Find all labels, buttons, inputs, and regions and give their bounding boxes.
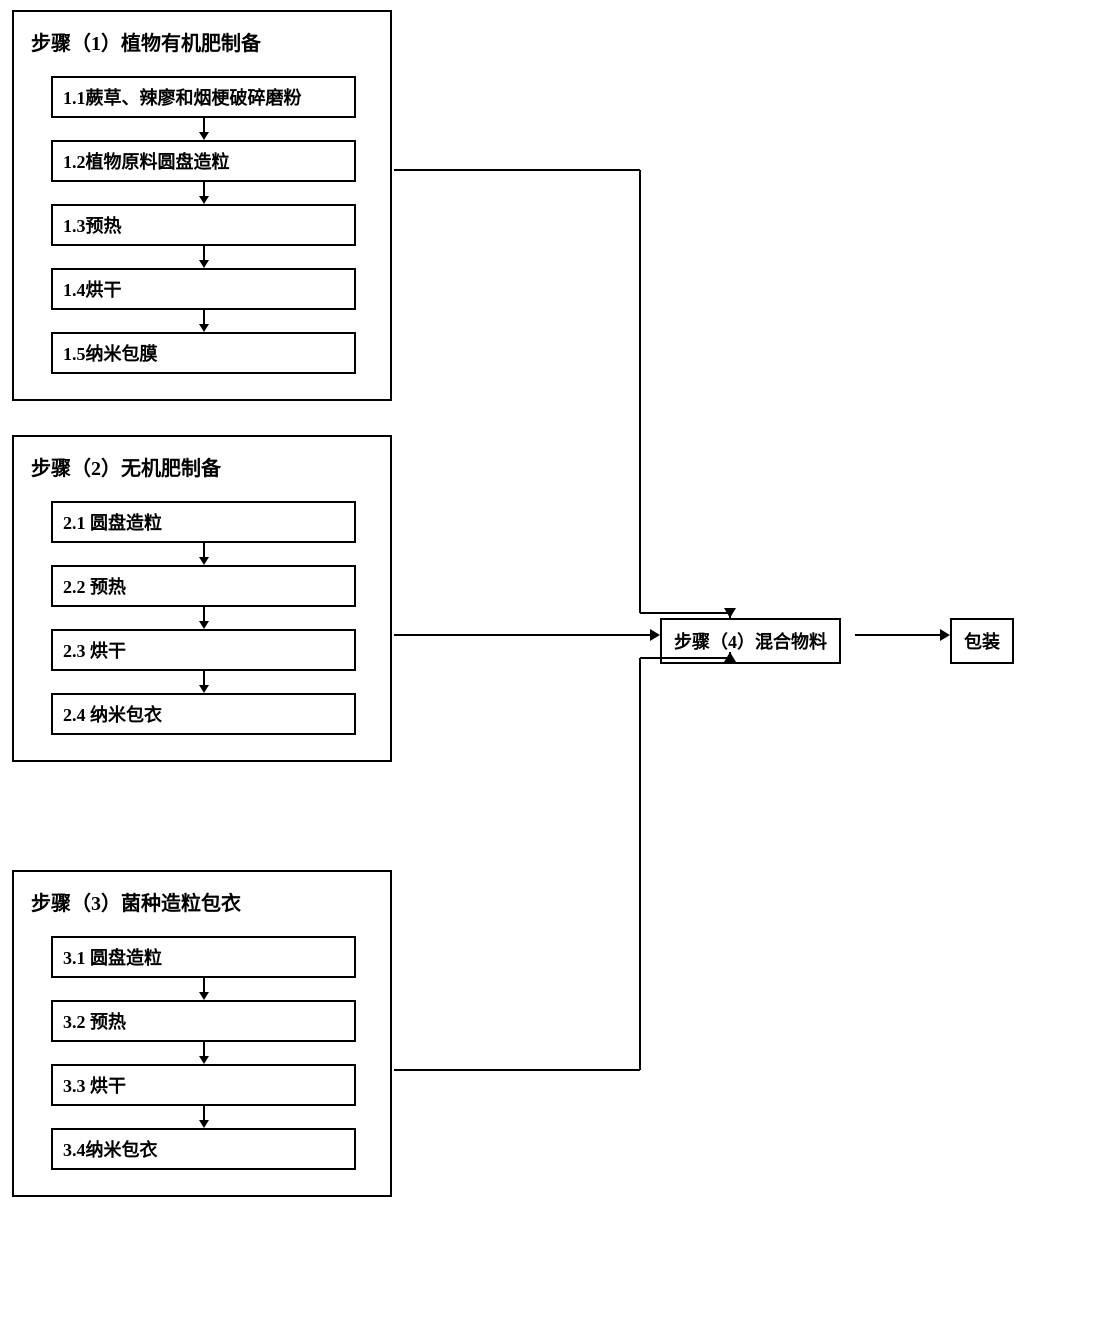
step2-item-4: 2.4 纳米包衣 <box>51 693 356 735</box>
arrow-down-icon <box>51 1106 356 1128</box>
step1-title: 步骤（1）植物有机肥制备 <box>29 27 375 56</box>
step3-item-3: 3.3 烘干 <box>51 1064 356 1106</box>
arrow-down-icon <box>51 182 356 204</box>
step2-box: 步骤（2）无机肥制备 2.1 圆盘造粒 2.2 预热 2.3 烘干 2.4 纳米… <box>12 435 392 762</box>
step2-title: 步骤（2）无机肥制备 <box>29 452 375 481</box>
arrow-down-icon <box>51 118 356 140</box>
step1-box: 步骤（1）植物有机肥制备 1.1蕨草、辣廖和烟梗破碎磨粉 1.2植物原料圆盘造粒… <box>12 10 392 401</box>
step1-item-1: 1.1蕨草、辣廖和烟梗破碎磨粉 <box>51 76 356 118</box>
step1-item-3: 1.3预热 <box>51 204 356 246</box>
arrow-down-icon <box>51 246 356 268</box>
arrow-down-icon <box>51 607 356 629</box>
step2-item-3: 2.3 烘干 <box>51 629 356 671</box>
step3-item-1: 3.1 圆盘造粒 <box>51 936 356 978</box>
step1-item-4: 1.4烘干 <box>51 268 356 310</box>
pack-box: 包装 <box>950 618 1014 664</box>
arrow-down-icon <box>51 543 356 565</box>
step3-item-2: 3.2 预热 <box>51 1000 356 1042</box>
arrow-down-icon <box>51 671 356 693</box>
step1-item-2: 1.2植物原料圆盘造粒 <box>51 140 356 182</box>
step3-title: 步骤（3）菌种造粒包衣 <box>29 887 375 916</box>
arrow-down-icon <box>51 310 356 332</box>
step2-item-2: 2.2 预热 <box>51 565 356 607</box>
arrow-down-icon <box>51 1042 356 1064</box>
mix-box: 步骤（4）混合物料 <box>660 618 841 664</box>
step3-item-4: 3.4纳米包衣 <box>51 1128 356 1170</box>
step3-box: 步骤（3）菌种造粒包衣 3.1 圆盘造粒 3.2 预热 3.3 烘干 3.4纳米… <box>12 870 392 1197</box>
arrow-down-icon <box>51 978 356 1000</box>
step2-item-1: 2.1 圆盘造粒 <box>51 501 356 543</box>
step1-item-5: 1.5纳米包膜 <box>51 332 356 374</box>
